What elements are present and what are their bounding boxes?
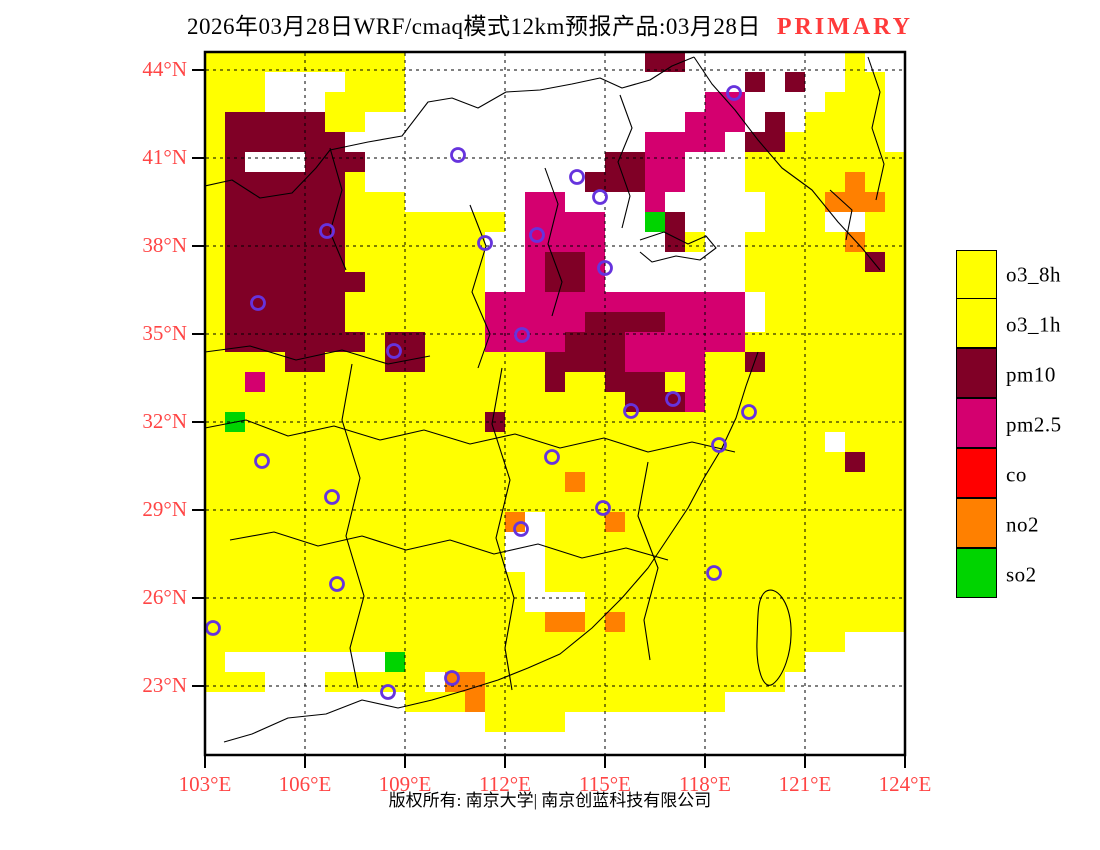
border-mid-belt (205, 345, 431, 365)
lon-tick-label: 115°E (579, 772, 631, 796)
legend-item-no2: no2 (956, 498, 1100, 550)
lon-tick-label: 118°E (679, 772, 731, 796)
border-yangtze-belt (205, 419, 736, 453)
lat-tick-label: 23°N (142, 673, 187, 697)
city-marker (544, 449, 560, 465)
map-cells-layer (205, 52, 905, 755)
border-hebei (617, 94, 633, 229)
border-vertical-east (637, 461, 659, 661)
city-marker (741, 404, 757, 420)
legend-swatch (956, 498, 997, 549)
legend-item-o3_8h: o3_8h (956, 250, 1100, 300)
city-marker (386, 343, 402, 359)
lon-tick-label: 124°E (878, 772, 932, 796)
legend-swatch (956, 548, 997, 599)
city-marker (319, 223, 335, 239)
taiwan-outline (756, 589, 792, 686)
lat-tick-label: 29°N (142, 497, 187, 521)
city-marker (254, 453, 270, 469)
legend-label: co (1006, 462, 1027, 487)
legend-label: o3_8h (1006, 262, 1061, 287)
border-liaodong (829, 189, 853, 241)
legend-label: pm2.5 (1006, 412, 1062, 437)
legend-item-pm2.5: pm2.5 (956, 398, 1100, 450)
legend-label: so2 (1006, 562, 1037, 587)
legend: o3_8h o3_1h pm10 pm2.5 co no2 so2 (956, 250, 1100, 600)
border-shaanxi (469, 204, 491, 369)
coastline-southeast (223, 351, 759, 743)
legend-item-co: co (956, 448, 1100, 500)
title-primary-tag: PRIMARY (776, 14, 913, 40)
city-marker (597, 260, 613, 276)
legend-swatch (956, 448, 997, 499)
city-marker (529, 227, 545, 243)
lat-tick-label: 44°N (142, 57, 187, 81)
legend-item-o3_1h: o3_1h (956, 298, 1100, 350)
legend-item-so2: so2 (956, 548, 1100, 600)
map-frame (192, 50, 907, 768)
border-vertical-west (341, 363, 365, 689)
city-marker (592, 189, 608, 205)
border-korea (867, 56, 885, 201)
lon-tick-label: 112°E (479, 772, 531, 796)
border-shanxi (544, 167, 563, 317)
city-marker (513, 521, 529, 537)
city-marker (477, 235, 493, 251)
city-marker (324, 489, 340, 505)
legend-label: no2 (1006, 512, 1039, 537)
national-border-north (205, 56, 695, 199)
lat-tick-label: 35°N (142, 321, 187, 345)
city-marker (444, 670, 460, 686)
border-northwest (329, 147, 347, 271)
legend-item-pm10: pm10 (956, 348, 1100, 400)
city-marker (205, 620, 221, 636)
lat-tick-label: 32°N (142, 409, 187, 433)
city-marker (380, 684, 396, 700)
city-marker (595, 500, 611, 516)
lat-tick-label: 41°N (142, 145, 187, 169)
city-marker (450, 147, 466, 163)
legend-swatch (956, 398, 997, 449)
city-marker (706, 565, 722, 581)
city-marker (514, 327, 530, 343)
city-marker (623, 403, 639, 419)
legend-label: o3_1h (1006, 312, 1061, 337)
page-title: 2026年03月28日WRF/cmaq模式12km预报产品:03月28日 PRIM… (0, 7, 1100, 41)
legend-swatch (956, 348, 997, 399)
city-marker (711, 437, 727, 453)
lat-tick-label: 38°N (142, 233, 187, 257)
lon-tick-label: 103°E (178, 772, 232, 796)
title-text: 2026年03月28日WRF/cmaq模式12km预报产品:03月28日 (187, 14, 761, 39)
legend-label: pm10 (1006, 362, 1056, 387)
lon-tick-label: 106°E (278, 772, 332, 796)
border-south-belt (229, 531, 669, 561)
map-gridlines (206, 53, 904, 754)
lon-tick-label: 109°E (378, 772, 432, 796)
city-marker (665, 391, 681, 407)
copyright-text: 版权所有: 南京大学| 南京创蓝科技有限公司 (388, 791, 712, 810)
lon-tick-label: 121°E (778, 772, 832, 796)
border-shandong-peninsula (639, 231, 717, 263)
city-marker (250, 295, 266, 311)
city-marker (726, 85, 742, 101)
city-marker (329, 576, 345, 592)
city-markers-layer (205, 85, 757, 700)
city-marker (569, 169, 585, 185)
legend-swatch (956, 250, 997, 300)
border-northeast-diagonal (693, 56, 881, 271)
legend-swatch (956, 298, 997, 349)
lat-tick-label: 26°N (142, 585, 187, 609)
